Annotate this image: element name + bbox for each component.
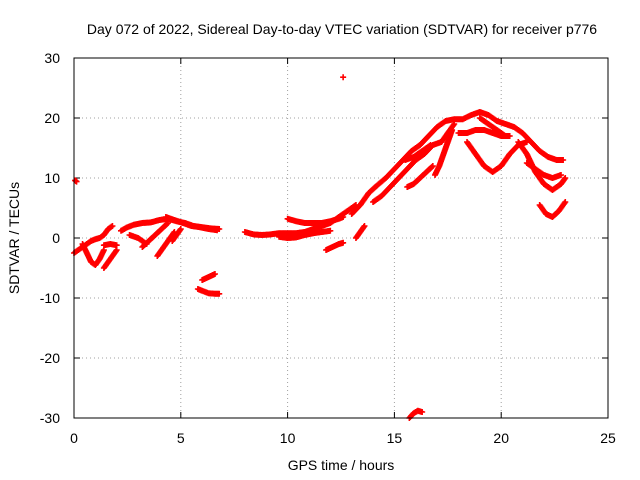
x-tick-label: 0 (70, 430, 78, 446)
x-axis-label: GPS time / hours (288, 457, 395, 473)
y-tick-label: 20 (44, 110, 60, 126)
data-point (361, 223, 368, 229)
data-points (71, 74, 569, 421)
data-point (502, 133, 509, 139)
data-point (109, 223, 116, 229)
x-tick-label: 25 (600, 430, 616, 446)
y-tick-label: -20 (40, 350, 60, 366)
x-tick-label: 5 (177, 430, 185, 446)
data-point (340, 74, 347, 81)
x-tick-label: 15 (387, 430, 403, 446)
y-tick-label: -30 (40, 410, 60, 426)
data-point (177, 226, 184, 232)
data-point (327, 227, 334, 234)
data-point (211, 271, 218, 277)
data-point (216, 290, 223, 297)
data-point (428, 163, 435, 170)
data-point (340, 214, 347, 220)
data-point (560, 157, 567, 163)
data-point (450, 122, 457, 129)
data-point (523, 139, 530, 145)
data-point (558, 172, 565, 178)
x-tick-label: 20 (493, 430, 509, 446)
data-point (562, 175, 569, 181)
data-point (73, 178, 80, 185)
y-tick-label: 0 (52, 230, 60, 246)
data-point (562, 199, 569, 205)
y-tick-label: 10 (44, 170, 60, 186)
tick-labels: 0 5 10 15 20 25 -30 -20 -10 0 10 20 30 (40, 50, 616, 446)
data-point (429, 163, 436, 169)
data-point (214, 227, 221, 234)
data-point (419, 409, 426, 415)
x-tick-label: 10 (280, 430, 296, 446)
y-tick-label: -10 (40, 290, 60, 306)
data-point (427, 142, 434, 148)
data-point (164, 220, 171, 226)
data-point (451, 121, 458, 127)
data-point (561, 200, 568, 207)
plot-frame (73, 57, 609, 419)
data-point (164, 220, 171, 227)
y-axis-label: SDTVAR / TECUs (6, 182, 22, 294)
data-point (340, 239, 347, 246)
chart-title: Day 072 of 2022, Sidereal Day-to-day VTE… (87, 21, 597, 37)
data-point (113, 242, 120, 249)
y-tick-label: 30 (44, 50, 60, 66)
